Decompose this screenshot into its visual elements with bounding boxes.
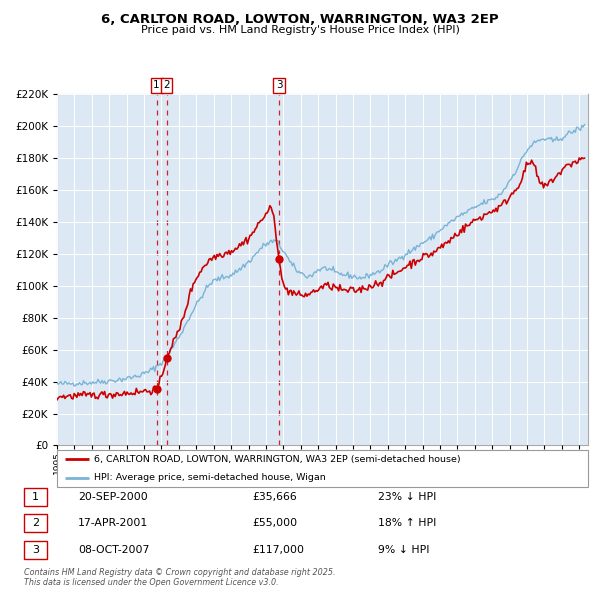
Text: Price paid vs. HM Land Registry's House Price Index (HPI): Price paid vs. HM Land Registry's House … bbox=[140, 25, 460, 35]
Text: 23% ↓ HPI: 23% ↓ HPI bbox=[378, 492, 436, 502]
Text: 6, CARLTON ROAD, LOWTON, WARRINGTON, WA3 2EP: 6, CARLTON ROAD, LOWTON, WARRINGTON, WA3… bbox=[101, 13, 499, 26]
Text: 20-SEP-2000: 20-SEP-2000 bbox=[78, 492, 148, 502]
Text: 1: 1 bbox=[153, 80, 160, 90]
Text: 1: 1 bbox=[32, 492, 39, 502]
Text: 2: 2 bbox=[163, 80, 170, 90]
Text: 3: 3 bbox=[276, 80, 283, 90]
Text: £35,666: £35,666 bbox=[252, 492, 297, 502]
FancyBboxPatch shape bbox=[57, 450, 588, 487]
Text: 3: 3 bbox=[32, 545, 39, 555]
Text: 17-APR-2001: 17-APR-2001 bbox=[78, 519, 148, 528]
Text: Contains HM Land Registry data © Crown copyright and database right 2025.
This d: Contains HM Land Registry data © Crown c… bbox=[24, 568, 335, 587]
Text: 6, CARLTON ROAD, LOWTON, WARRINGTON, WA3 2EP (semi-detached house): 6, CARLTON ROAD, LOWTON, WARRINGTON, WA3… bbox=[94, 455, 461, 464]
Text: 9% ↓ HPI: 9% ↓ HPI bbox=[378, 545, 430, 555]
Text: HPI: Average price, semi-detached house, Wigan: HPI: Average price, semi-detached house,… bbox=[94, 473, 326, 482]
Text: 18% ↑ HPI: 18% ↑ HPI bbox=[378, 519, 436, 528]
Text: £117,000: £117,000 bbox=[252, 545, 304, 555]
Text: £55,000: £55,000 bbox=[252, 519, 297, 528]
Text: 2: 2 bbox=[32, 519, 39, 528]
Text: 08-OCT-2007: 08-OCT-2007 bbox=[78, 545, 149, 555]
